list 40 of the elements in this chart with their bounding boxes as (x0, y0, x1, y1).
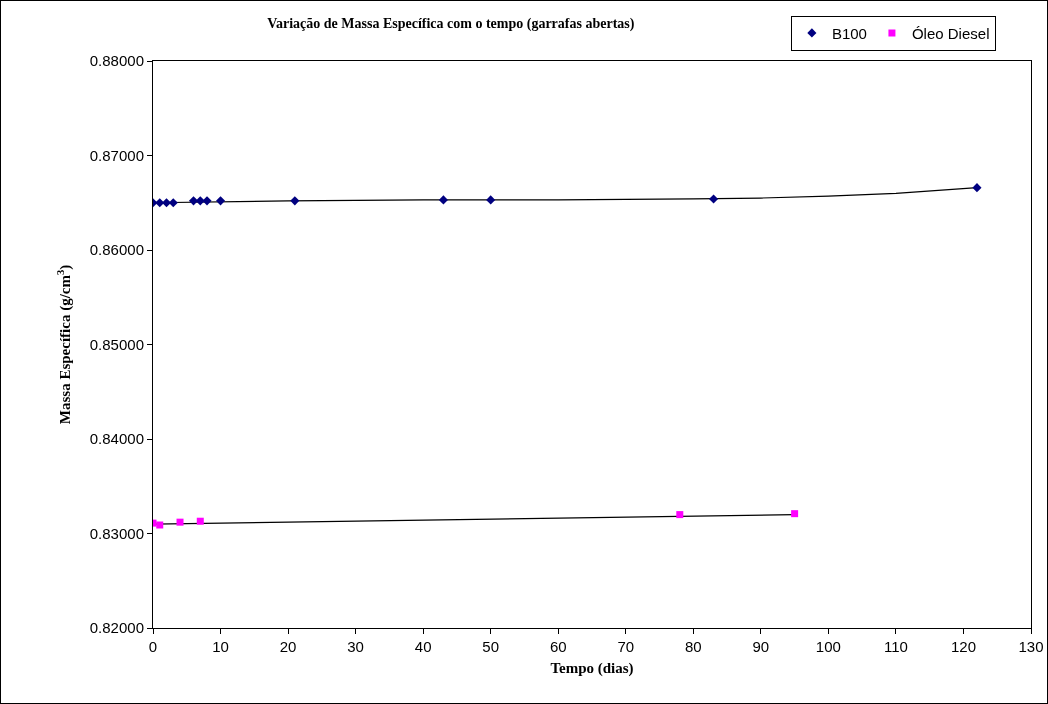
point (176, 518, 184, 526)
y-tick-label: 0.86000 (89, 241, 144, 259)
point (791, 510, 799, 518)
x-tick-label: 70 (617, 638, 635, 655)
point (202, 196, 212, 206)
y-tick-label: 0.85000 (89, 335, 144, 353)
y-tick-label: 0.82000 (89, 619, 144, 637)
legend-label: Óleo Diesel (911, 24, 990, 42)
x-tick-label: 10 (212, 638, 229, 655)
x-tick-label: 60 (549, 638, 567, 655)
x-tick-label: 130 (1018, 638, 1044, 655)
point (438, 195, 448, 205)
point (290, 196, 300, 206)
x-tick-label: 90 (752, 638, 770, 655)
point (972, 183, 982, 193)
point (156, 521, 164, 529)
x-tick-label: 110 (883, 638, 908, 655)
legend-label: B100 (831, 24, 867, 42)
x-tick-label: 20 (279, 638, 297, 655)
point (676, 511, 684, 519)
x-tick-label: 100 (815, 638, 841, 655)
x-tick-label: 40 (414, 638, 432, 655)
x-axis-title: Tempo (dias) (550, 660, 634, 677)
y-tick-label: 0.83000 (89, 524, 144, 542)
y-tick-label: 0.87000 (89, 146, 144, 164)
y-tick-label: 0.88000 (89, 52, 144, 70)
y-tick-label: 0.84000 (89, 430, 144, 448)
point (196, 517, 204, 525)
x-tick-label: 0 (148, 638, 158, 655)
point (486, 195, 496, 205)
x-tick-label: 30 (347, 638, 364, 655)
point (709, 194, 719, 204)
point (195, 196, 205, 206)
point (168, 198, 178, 208)
x-tick-label: 120 (950, 638, 976, 655)
chart-title: Variação de Massa Específica com o tempo (garrafas abertas) (267, 16, 635, 33)
x-tick-label: 80 (684, 638, 702, 655)
point (155, 198, 165, 208)
x-tick-label: 50 (482, 638, 500, 655)
point (215, 196, 226, 206)
